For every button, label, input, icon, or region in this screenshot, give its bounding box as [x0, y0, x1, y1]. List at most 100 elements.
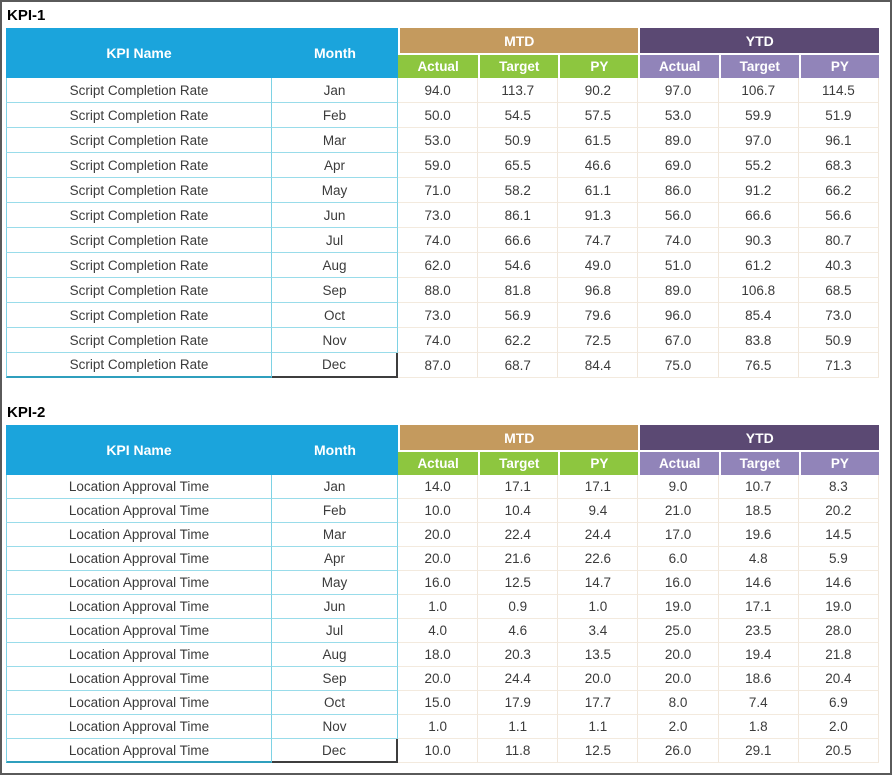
mtd-target-cell[interactable]: 22.4: [478, 523, 559, 547]
mtd-actual-cell[interactable]: 20.0: [398, 667, 479, 691]
mtd-target-cell[interactable]: 11.8: [478, 739, 559, 763]
month-cell[interactable]: Mar: [272, 523, 398, 547]
month-cell[interactable]: Sep: [272, 667, 398, 691]
mtd-py-cell[interactable]: 61.1: [558, 178, 639, 203]
mtd-py-cell[interactable]: 90.2: [558, 78, 639, 103]
kpi-name-cell[interactable]: Location Approval Time: [6, 475, 272, 499]
ytd-target-cell[interactable]: 83.8: [718, 328, 799, 353]
mtd-actual-cell[interactable]: 4.0: [398, 619, 479, 643]
ytd-target-cell[interactable]: 17.1: [718, 595, 799, 619]
ytd-target-cell[interactable]: 106.7: [718, 78, 799, 103]
kpi-name-cell[interactable]: Script Completion Rate: [6, 353, 272, 378]
mtd-py-cell[interactable]: 74.7: [558, 228, 639, 253]
ytd-target-cell[interactable]: 97.0: [718, 128, 799, 153]
mtd-target-cell[interactable]: 12.5: [478, 571, 559, 595]
mtd-target-cell[interactable]: 21.6: [478, 547, 559, 571]
ytd-actual-cell[interactable]: 19.0: [638, 595, 719, 619]
ytd-target-header[interactable]: Target: [718, 450, 799, 475]
month-cell[interactable]: Feb: [272, 103, 398, 128]
ytd-py-header[interactable]: PY: [798, 450, 879, 475]
mtd-actual-cell[interactable]: 71.0: [398, 178, 479, 203]
mtd-py-cell[interactable]: 22.6: [558, 547, 639, 571]
kpi-name-cell[interactable]: Script Completion Rate: [6, 278, 272, 303]
kpi-name-cell[interactable]: Script Completion Rate: [6, 153, 272, 178]
ytd-actual-cell[interactable]: 20.0: [638, 667, 719, 691]
month-cell[interactable]: Jul: [272, 619, 398, 643]
ytd-py-cell[interactable]: 28.0: [798, 619, 879, 643]
ytd-py-cell[interactable]: 14.6: [798, 571, 879, 595]
mtd-target-header[interactable]: Target: [478, 53, 559, 78]
mtd-target-cell[interactable]: 86.1: [478, 203, 559, 228]
mtd-py-cell[interactable]: 84.4: [558, 353, 639, 378]
kpi-name-cell[interactable]: Location Approval Time: [6, 499, 272, 523]
month-cell[interactable]: Dec: [272, 739, 398, 763]
mtd-py-cell[interactable]: 20.0: [558, 667, 639, 691]
mtd-target-cell[interactable]: 62.2: [478, 328, 559, 353]
mtd-actual-cell[interactable]: 73.0: [398, 303, 479, 328]
kpi-name-cell[interactable]: Location Approval Time: [6, 571, 272, 595]
kpi-name-cell[interactable]: Location Approval Time: [6, 595, 272, 619]
mtd-actual-header[interactable]: Actual: [398, 450, 479, 475]
mtd-py-cell[interactable]: 3.4: [558, 619, 639, 643]
ytd-actual-cell[interactable]: 75.0: [638, 353, 719, 378]
ytd-actual-cell[interactable]: 74.0: [638, 228, 719, 253]
mtd-py-cell[interactable]: 12.5: [558, 739, 639, 763]
ytd-target-cell[interactable]: 85.4: [718, 303, 799, 328]
ytd-py-cell[interactable]: 80.7: [798, 228, 879, 253]
ytd-group-header[interactable]: YTD: [638, 425, 879, 450]
mtd-target-cell[interactable]: 17.1: [478, 475, 559, 499]
ytd-target-cell[interactable]: 18.5: [718, 499, 799, 523]
mtd-target-cell[interactable]: 1.1: [478, 715, 559, 739]
kpi-name-cell[interactable]: Location Approval Time: [6, 619, 272, 643]
mtd-target-cell[interactable]: 54.6: [478, 253, 559, 278]
ytd-actual-cell[interactable]: 56.0: [638, 203, 719, 228]
kpi-name-cell[interactable]: Script Completion Rate: [6, 228, 272, 253]
month-cell[interactable]: Apr: [272, 153, 398, 178]
mtd-py-cell[interactable]: 57.5: [558, 103, 639, 128]
month-cell[interactable]: Apr: [272, 547, 398, 571]
ytd-py-cell[interactable]: 5.9: [798, 547, 879, 571]
ytd-actual-header[interactable]: Actual: [638, 450, 719, 475]
month-cell[interactable]: Sep: [272, 278, 398, 303]
mtd-actual-cell[interactable]: 88.0: [398, 278, 479, 303]
ytd-target-cell[interactable]: 7.4: [718, 691, 799, 715]
ytd-py-cell[interactable]: 114.5: [798, 78, 879, 103]
mtd-actual-cell[interactable]: 73.0: [398, 203, 479, 228]
month-cell[interactable]: Oct: [272, 303, 398, 328]
mtd-actual-cell[interactable]: 74.0: [398, 328, 479, 353]
mtd-target-cell[interactable]: 58.2: [478, 178, 559, 203]
ytd-py-cell[interactable]: 51.9: [798, 103, 879, 128]
mtd-py-cell[interactable]: 49.0: [558, 253, 639, 278]
mtd-py-cell[interactable]: 91.3: [558, 203, 639, 228]
ytd-target-cell[interactable]: 29.1: [718, 739, 799, 763]
mtd-py-header[interactable]: PY: [558, 450, 639, 475]
month-column-header[interactable]: Month: [272, 28, 398, 78]
ytd-py-cell[interactable]: 73.0: [798, 303, 879, 328]
kpi-name-cell[interactable]: Script Completion Rate: [6, 203, 272, 228]
ytd-target-cell[interactable]: 106.8: [718, 278, 799, 303]
ytd-actual-cell[interactable]: 8.0: [638, 691, 719, 715]
ytd-py-cell[interactable]: 14.5: [798, 523, 879, 547]
ytd-target-cell[interactable]: 90.3: [718, 228, 799, 253]
ytd-actual-cell[interactable]: 17.0: [638, 523, 719, 547]
ytd-actual-cell[interactable]: 89.0: [638, 128, 719, 153]
kpi-name-cell[interactable]: Location Approval Time: [6, 691, 272, 715]
mtd-py-cell[interactable]: 13.5: [558, 643, 639, 667]
ytd-py-header[interactable]: PY: [798, 53, 879, 78]
ytd-actual-cell[interactable]: 96.0: [638, 303, 719, 328]
ytd-py-cell[interactable]: 20.4: [798, 667, 879, 691]
month-cell[interactable]: May: [272, 178, 398, 203]
mtd-actual-cell[interactable]: 16.0: [398, 571, 479, 595]
ytd-actual-header[interactable]: Actual: [638, 53, 719, 78]
ytd-py-cell[interactable]: 19.0: [798, 595, 879, 619]
ytd-py-cell[interactable]: 56.6: [798, 203, 879, 228]
ytd-py-cell[interactable]: 50.9: [798, 328, 879, 353]
ytd-target-cell[interactable]: 66.6: [718, 203, 799, 228]
mtd-actual-cell[interactable]: 10.0: [398, 499, 479, 523]
ytd-target-cell[interactable]: 10.7: [718, 475, 799, 499]
mtd-actual-header[interactable]: Actual: [398, 53, 479, 78]
ytd-target-cell[interactable]: 19.6: [718, 523, 799, 547]
ytd-target-cell[interactable]: 55.2: [718, 153, 799, 178]
mtd-target-cell[interactable]: 24.4: [478, 667, 559, 691]
ytd-actual-cell[interactable]: 2.0: [638, 715, 719, 739]
